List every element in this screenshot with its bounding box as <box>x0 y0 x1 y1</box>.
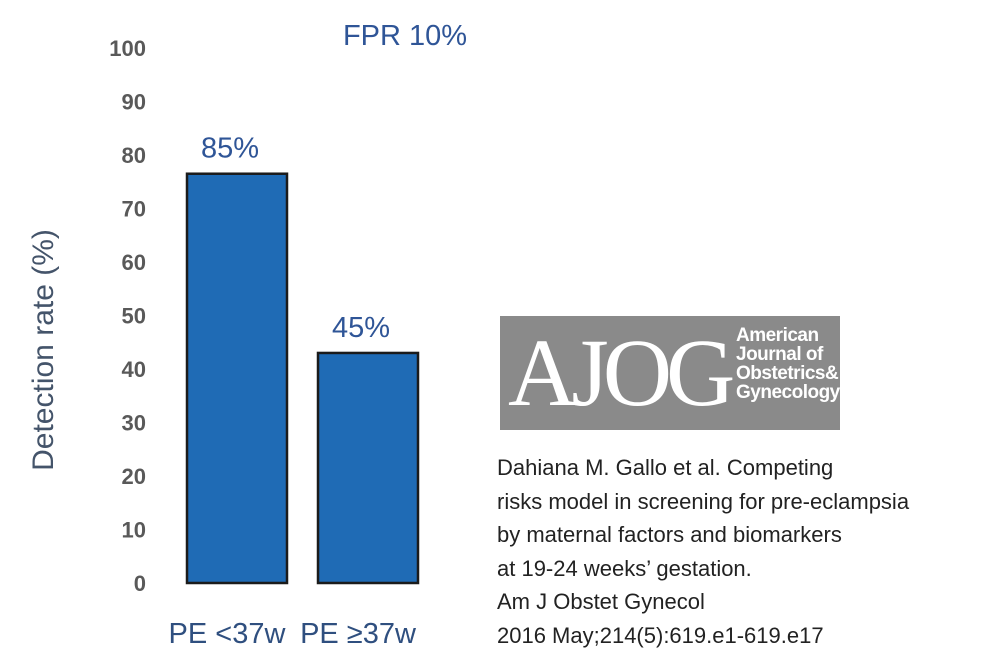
category-labels: PE <37w PE ≥37w <box>169 618 417 650</box>
y-tick-label: 80 <box>122 143 146 168</box>
y-tick-label: 90 <box>122 90 146 115</box>
logo-line: Journal of <box>736 344 823 365</box>
y-tick-label: 70 <box>122 197 146 222</box>
y-axis-ticks: 0 10 20 30 40 50 60 70 80 90 100 <box>109 36 146 596</box>
citation-line: by maternal factors and biomarkers <box>497 522 842 548</box>
y-tick-label: 20 <box>122 464 146 489</box>
y-tick-label: 100 <box>109 36 146 61</box>
data-label: 85% <box>201 133 259 165</box>
logo-mark: AJOG <box>508 319 735 426</box>
ajog-logo: AJOG American Journal of Obstetrics& Gyn… <box>500 316 840 430</box>
bar <box>185 172 289 585</box>
y-tick-label: 0 <box>134 571 146 596</box>
citation-line: at 19-24 weeks’ gestation. <box>497 555 752 581</box>
y-tick-label: 30 <box>122 411 146 436</box>
bars <box>185 172 420 585</box>
y-tick-label: 60 <box>122 250 146 275</box>
y-axis-label: Detection rate (%) <box>27 229 60 471</box>
chart-title: FPR 10% <box>343 20 467 52</box>
data-labels: 85% 45% <box>201 133 390 344</box>
data-label: 45% <box>332 312 390 344</box>
x-category-label: PE <37w <box>169 618 287 650</box>
citation-line: 2016 May;214(5):619.e1-619.e17 <box>497 622 824 648</box>
citation-line: risks model in screening for pre-eclamps… <box>497 488 910 514</box>
x-category-label: PE ≥37w <box>300 618 417 650</box>
y-tick-label: 10 <box>122 518 146 543</box>
logo-line: Gynecology <box>736 382 840 403</box>
bar <box>316 351 420 585</box>
logo-line: Obstetrics& <box>736 363 839 384</box>
citation-line: Am J Obstet Gynecol <box>497 589 705 615</box>
y-tick-label: 40 <box>122 357 146 382</box>
citation-line: Dahiana M. Gallo et al. Competing <box>497 455 834 480</box>
y-tick-label: 50 <box>122 304 146 329</box>
citation: Dahiana M. Gallo et al. Competing risks … <box>497 451 992 653</box>
logo-journal-name: American Journal of Obstetrics& Gynecolo… <box>736 325 840 403</box>
logo-line: American <box>736 325 819 346</box>
